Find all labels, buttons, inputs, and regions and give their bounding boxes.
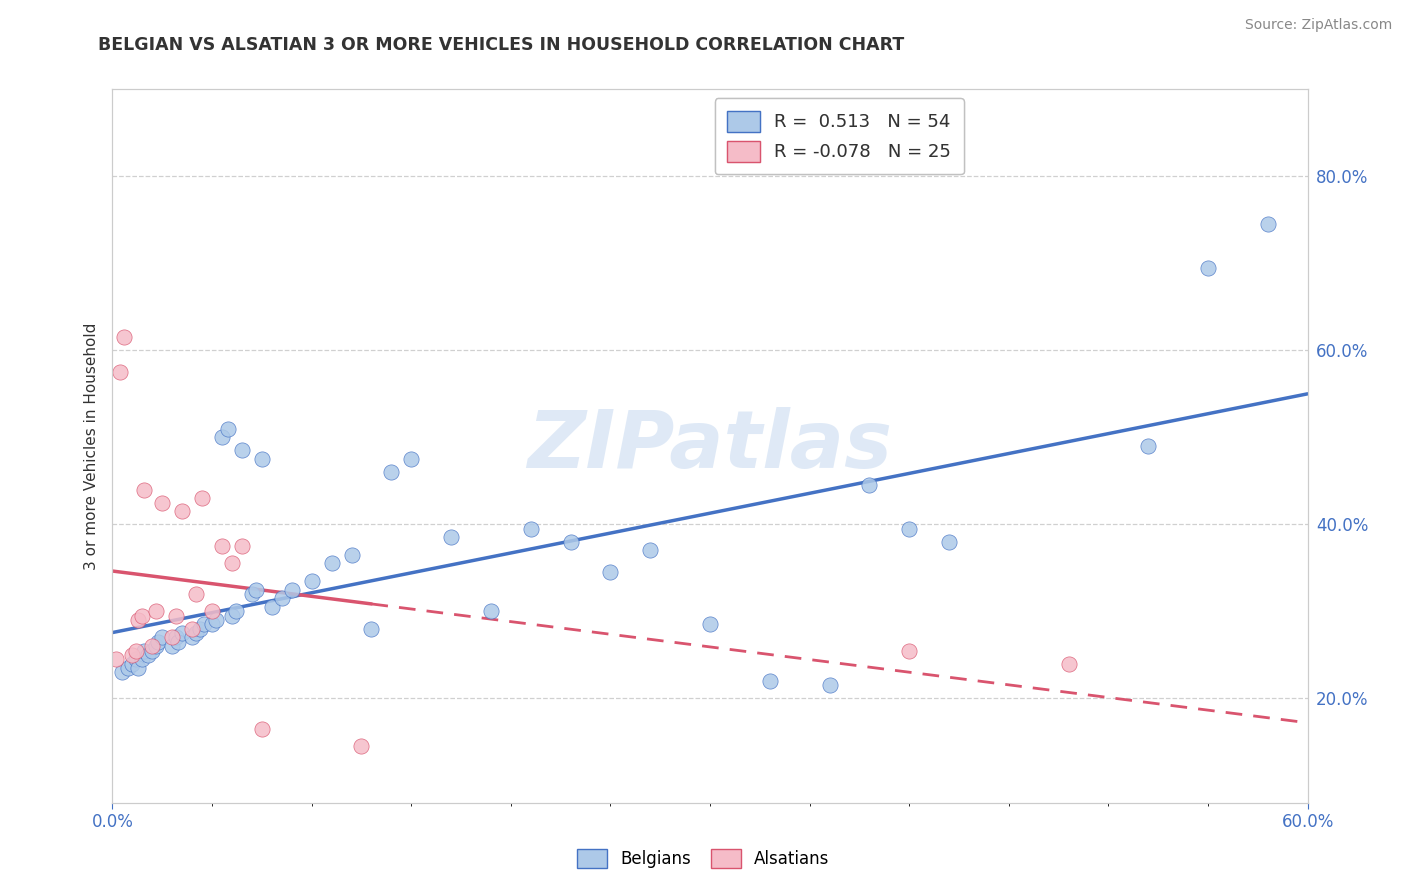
Point xyxy=(181,631,204,645)
Point xyxy=(221,608,243,623)
Point xyxy=(898,643,921,657)
Point xyxy=(117,661,139,675)
Point xyxy=(110,365,132,379)
Point xyxy=(360,622,382,636)
Point xyxy=(131,608,153,623)
Point xyxy=(162,631,183,645)
Point xyxy=(114,330,135,344)
Text: ZIPatlas: ZIPatlas xyxy=(527,407,893,485)
Legend: Belgians, Alsatians: Belgians, Alsatians xyxy=(569,842,837,875)
Point xyxy=(145,639,167,653)
Point xyxy=(191,491,214,506)
Point xyxy=(121,657,143,671)
Point xyxy=(221,557,243,571)
Point xyxy=(858,478,880,492)
Point xyxy=(134,483,156,497)
Point xyxy=(1137,439,1160,453)
Point xyxy=(818,678,841,692)
Point xyxy=(479,604,502,618)
Point xyxy=(141,639,163,653)
Point xyxy=(148,635,170,649)
Text: BELGIAN VS ALSATIAN 3 OR MORE VEHICLES IN HOUSEHOLD CORRELATION CHART: BELGIAN VS ALSATIAN 3 OR MORE VEHICLES I… xyxy=(98,36,904,54)
Point xyxy=(134,643,156,657)
Point xyxy=(301,574,323,588)
Point xyxy=(172,504,194,518)
Point xyxy=(131,652,153,666)
Point xyxy=(127,661,149,675)
Point xyxy=(121,648,143,662)
Point xyxy=(250,452,273,467)
Point xyxy=(211,430,233,444)
Point xyxy=(188,622,211,636)
Point xyxy=(150,495,173,509)
Point xyxy=(193,617,215,632)
Point xyxy=(260,599,283,614)
Point xyxy=(401,452,423,467)
Point xyxy=(560,534,582,549)
Point xyxy=(165,631,187,645)
Point xyxy=(186,587,208,601)
Point xyxy=(640,543,662,558)
Point xyxy=(125,643,148,657)
Point xyxy=(172,626,194,640)
Point xyxy=(217,421,239,435)
Point xyxy=(240,587,263,601)
Point xyxy=(162,639,183,653)
Point xyxy=(138,648,160,662)
Point xyxy=(270,591,292,606)
Point xyxy=(1197,260,1219,275)
Point xyxy=(350,739,373,754)
Point xyxy=(111,665,134,680)
Point xyxy=(145,604,167,618)
Point xyxy=(340,548,363,562)
Point xyxy=(125,652,148,666)
Point xyxy=(150,631,173,645)
Point xyxy=(231,443,253,458)
Point xyxy=(105,652,128,666)
Point xyxy=(520,522,543,536)
Point xyxy=(181,622,204,636)
Point xyxy=(205,613,228,627)
Point xyxy=(1257,217,1279,231)
Text: Source: ZipAtlas.com: Source: ZipAtlas.com xyxy=(1244,18,1392,32)
Point xyxy=(211,539,233,553)
Point xyxy=(938,534,960,549)
Point xyxy=(321,557,343,571)
Point xyxy=(898,522,921,536)
Point xyxy=(231,539,253,553)
Point xyxy=(281,582,304,597)
Point xyxy=(1057,657,1080,671)
Point xyxy=(599,565,621,579)
Point xyxy=(380,465,402,479)
Point xyxy=(250,722,273,736)
Point xyxy=(440,530,463,544)
Point xyxy=(141,643,163,657)
Point xyxy=(245,582,267,597)
Point xyxy=(699,617,721,632)
Y-axis label: 3 or more Vehicles in Household: 3 or more Vehicles in Household xyxy=(83,322,98,570)
Point xyxy=(167,635,190,649)
Point xyxy=(186,626,208,640)
Point xyxy=(225,604,247,618)
Legend: R =  0.513   N = 54, R = -0.078   N = 25: R = 0.513 N = 54, R = -0.078 N = 25 xyxy=(714,98,965,174)
Point xyxy=(759,673,782,688)
Point xyxy=(165,608,187,623)
Point xyxy=(201,617,224,632)
Point xyxy=(201,604,224,618)
Point xyxy=(127,613,149,627)
